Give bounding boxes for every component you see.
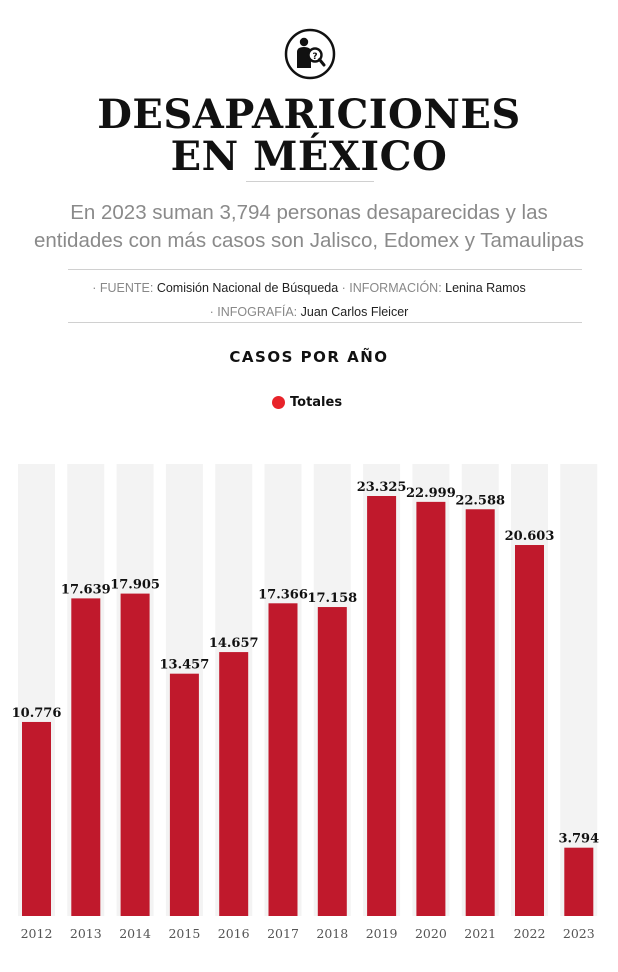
credits-line2: · INFOGRAFÍA: Juan Carlos Fleicer <box>0 300 618 324</box>
bar-column-bg <box>560 464 598 916</box>
subtitle-line1: En 2023 suman 3,794 personas desaparecid… <box>70 201 548 224</box>
fuente-label: · FUENTE: <box>92 281 154 295</box>
informacion-value: Lenina Ramos <box>445 281 526 295</box>
value-label-2012: 10.776 <box>12 706 62 721</box>
chart-title: CASOS POR AÑO <box>229 348 389 366</box>
bar-2016 <box>219 652 249 916</box>
bar-2017 <box>268 603 298 916</box>
title-divider <box>246 181 374 182</box>
x-tick-label-2019: 2019 <box>366 926 398 941</box>
infografia-value: Juan Carlos Fleicer <box>300 305 409 319</box>
x-tick-label-2017: 2017 <box>267 926 299 941</box>
bar-2020 <box>416 501 446 916</box>
bar-2022 <box>515 545 544 916</box>
page-title-line2: EN MÉXICO <box>170 133 448 180</box>
chart-legend: Totales <box>272 392 342 412</box>
credits-bottom-divider <box>68 322 582 323</box>
value-label-2015: 13.457 <box>160 658 210 673</box>
value-label-2018: 17.158 <box>307 591 357 606</box>
value-label-2022: 20.603 <box>505 529 555 544</box>
svg-text:?: ? <box>312 52 317 62</box>
informacion-label: · INFORMACIÓN: <box>341 281 442 295</box>
x-tick-label-2018: 2018 <box>316 926 348 941</box>
x-tick-label-2012: 2012 <box>21 926 53 941</box>
bar-2015 <box>169 673 199 916</box>
value-label-2014: 17.905 <box>110 578 160 593</box>
legend-dot-totales <box>272 395 285 409</box>
value-label-2021: 22.588 <box>455 493 505 508</box>
page-title-line1: DESAPARICIONES <box>97 91 521 138</box>
value-label-2019: 23.325 <box>357 480 407 495</box>
subtitle-line2: entidades con más casos son Jalisco, Edo… <box>34 229 584 252</box>
value-label-2020: 22.999 <box>406 486 456 501</box>
bar-chart: 10.776 2012 17.639 2013 17.905 2014 13.457 2015… <box>12 464 599 941</box>
missing-person-search-icon: ? <box>284 28 336 80</box>
subtitle: En 2023 suman 3,794 personas desaparecid… <box>0 199 618 255</box>
bar-2021 <box>465 509 495 916</box>
infografia-label: · INFOGRAFÍA: <box>209 305 298 319</box>
x-tick-label-2021: 2021 <box>464 926 496 941</box>
bar-2013 <box>71 598 101 916</box>
bar-2023 <box>564 847 594 916</box>
x-tick-label-2020: 2020 <box>415 926 447 941</box>
x-tick-label-2022: 2022 <box>514 926 546 941</box>
credits-line1: · FUENTE: Comisión Nacional de Búsqueda … <box>0 276 618 300</box>
credits-top-divider <box>68 269 582 270</box>
legend-label-totales: Totales <box>290 394 343 410</box>
value-label-2017: 17.366 <box>258 587 308 602</box>
value-label-2013: 17.639 <box>61 582 111 597</box>
x-tick-label-2013: 2013 <box>70 926 102 941</box>
x-tick-label-2014: 2014 <box>119 926 151 941</box>
bar-2014 <box>120 593 150 916</box>
bar-2019 <box>367 496 397 916</box>
value-label-2016: 14.657 <box>209 636 259 651</box>
bar-2012 <box>22 721 51 916</box>
credits: · FUENTE: Comisión Nacional de Búsqueda … <box>0 276 618 324</box>
x-tick-label-2015: 2015 <box>168 926 200 941</box>
fuente-value: Comisión Nacional de Búsqueda <box>156 281 339 295</box>
x-tick-label-2016: 2016 <box>218 926 250 941</box>
value-label-2023: 3.794 <box>558 832 599 847</box>
x-tick-label-2023: 2023 <box>563 926 595 941</box>
bar-2018 <box>317 607 347 916</box>
